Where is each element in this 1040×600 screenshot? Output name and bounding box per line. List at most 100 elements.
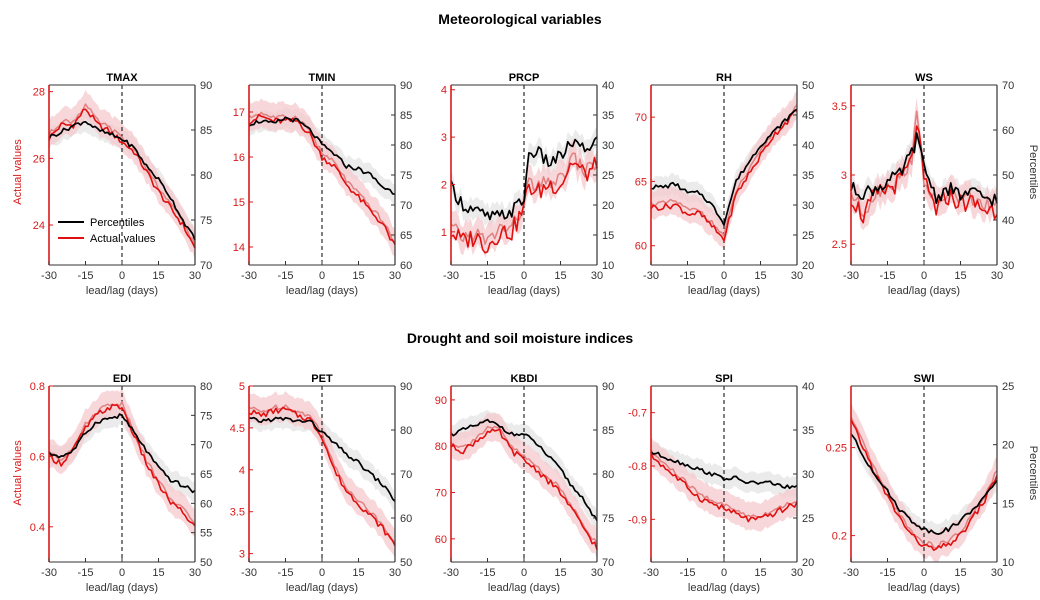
right-tick-label-prcp: 20	[602, 200, 614, 212]
x-tick-label-spi: -15	[680, 567, 696, 579]
actual-line-spi	[650, 452, 798, 523]
right-axis-label-bottom: Percentiles	[1027, 446, 1039, 501]
right-tick-label-swi: 25	[1002, 381, 1014, 393]
right-tick-label-tmax: 70	[200, 260, 212, 272]
left-tick-label-kbdi: 80	[435, 441, 447, 453]
right-tick-label-pet: 70	[400, 469, 412, 481]
right-tick-label-tmax: 75	[200, 215, 212, 227]
left-tick-label-pet: 5	[239, 381, 245, 393]
left-tick-label-kbdi: 60	[435, 534, 447, 546]
x-tick-label-swi: -15	[880, 567, 896, 579]
x-tick-label-prcp: 0	[521, 270, 527, 282]
left-tick-label-swi: 0.2	[832, 531, 847, 543]
right-tick-label-pet: 80	[400, 425, 412, 437]
x-tick-label-ws: 15	[954, 270, 966, 282]
actual-band-swi	[851, 402, 997, 562]
x-tick-label-rh: 0	[721, 270, 727, 282]
actual-band-spi	[651, 435, 797, 532]
legend-actual-label: Actual values	[90, 233, 156, 245]
right-tick-label-prcp: 40	[602, 80, 614, 92]
right-tick-label-tmax: 90	[200, 80, 212, 92]
right-tick-label-kbdi: 75	[602, 513, 614, 525]
actual-line-alt-tmax	[48, 103, 196, 247]
right-tick-label-pet: 60	[400, 513, 412, 525]
x-tick-label-swi: 0	[921, 567, 927, 579]
percentile-line-rh	[651, 108, 798, 226]
panel-title-rh: RH	[716, 72, 732, 84]
panel-swi: SWI 0.2 0.25 10 15 20 25 -30 -15 0 15 30 lead/lag (d…	[826, 373, 1015, 594]
x-tick-label-kbdi: 30	[591, 567, 603, 579]
right-tick-label-tmin: 90	[400, 80, 412, 92]
panel-title-kbdi: KBDI	[511, 373, 538, 385]
left-tick-label-tmin: 17	[233, 107, 245, 119]
x-tick-label-edi: 0	[119, 567, 125, 579]
left-tick-label-tmax: 28	[33, 87, 45, 99]
actual-line-kbdi	[450, 428, 598, 550]
actual-line-tmax	[48, 108, 196, 249]
actual-line-alt-ws	[850, 110, 998, 218]
x-tick-label-swi: 15	[954, 567, 966, 579]
percentile-line-swi	[850, 433, 998, 535]
left-axis-label-bottom: Actual values	[12, 440, 24, 506]
right-tick-label-pet: 90	[400, 381, 412, 393]
right-tick-label-spi: 30	[802, 469, 814, 481]
section-title-drought: Drought and soil moisture indices	[407, 330, 634, 346]
x-tick-label-kbdi: 0	[521, 567, 527, 579]
right-tick-label-tmax: 85	[200, 125, 212, 137]
panel-title-spi: SPI	[715, 373, 733, 385]
panel-prcp: PRCP 1 2 3 4 10 15 20 25 30 35 40 -30 -15 0 15 30 lead/la…	[441, 72, 614, 297]
left-tick-label-pet: 4.5	[230, 423, 245, 435]
x-tick-label-pet: 30	[389, 567, 401, 579]
x-tick-label-tmin: -15	[278, 270, 294, 282]
right-tick-label-kbdi: 85	[602, 425, 614, 437]
right-tick-label-rh: 40	[802, 140, 814, 152]
left-tick-label-prcp: 2	[441, 179, 447, 191]
right-tick-label-ws: 50	[1002, 170, 1014, 182]
left-tick-label-spi: -0.9	[628, 514, 647, 526]
right-tick-label-spi: 35	[802, 425, 814, 437]
legend-percentiles-label: Percentiles	[90, 217, 145, 229]
left-tick-label-ws: 3.5	[832, 101, 847, 113]
x-tick-label-spi: 15	[754, 567, 766, 579]
x-tick-label-tmax: 15	[152, 270, 164, 282]
actual-line-prcp	[450, 156, 598, 254]
right-tick-label-spi: 25	[802, 513, 814, 525]
x-tick-label-kbdi: -15	[480, 567, 496, 579]
right-tick-label-rh: 50	[802, 80, 814, 92]
panel-title-tmin: TMIN	[309, 72, 336, 84]
percentile-line-spi	[650, 451, 798, 490]
actual-line-edi	[48, 403, 196, 527]
x-tick-label-tmax: -15	[78, 270, 94, 282]
x-tick-label-swi: -30	[843, 567, 859, 579]
x-tick-label-kbdi: -30	[443, 567, 459, 579]
panel-rh: RH 60 65 70 20 25 30 35 40 45 50 -30 -15 0 15 30 lead/la…	[635, 72, 815, 297]
panel-title-prcp: PRCP	[509, 72, 540, 84]
right-tick-label-ws: 70	[1002, 80, 1014, 92]
right-tick-label-prcp: 35	[602, 110, 614, 122]
panel-spi: SPI -0.9 -0.8 -0.7 20 25 30 35 40 -30 -15 0 15 30 lead…	[628, 373, 814, 594]
left-tick-label-ws: 3	[841, 170, 847, 182]
percentile-band-swi	[851, 423, 997, 545]
percentile-line-kbdi	[450, 418, 598, 521]
right-tick-label-edi: 80	[200, 381, 212, 393]
actual-line-rh	[650, 109, 798, 242]
right-tick-label-ws: 40	[1002, 215, 1014, 227]
right-tick-label-prcp: 15	[602, 230, 614, 242]
x-tick-label-rh: 15	[754, 270, 766, 282]
x-axis-label-rh: lead/lag (days)	[688, 285, 760, 297]
left-tick-label-tmax: 24	[33, 220, 45, 232]
x-axis-label-tmax: lead/lag (days)	[86, 285, 158, 297]
x-tick-label-ws: -15	[880, 270, 896, 282]
x-tick-label-edi: -15	[78, 567, 94, 579]
right-tick-label-tmax: 80	[200, 170, 212, 182]
left-tick-label-spi: -0.8	[628, 461, 647, 473]
left-tick-label-swi: 0.25	[826, 443, 847, 455]
right-tick-label-rh: 35	[802, 170, 814, 182]
x-tick-label-rh: 30	[791, 270, 803, 282]
left-tick-label-prcp: 4	[441, 85, 447, 97]
x-tick-label-tmin: 30	[389, 270, 401, 282]
x-tick-label-tmax: -30	[41, 270, 57, 282]
right-tick-label-edi: 50	[200, 557, 212, 569]
